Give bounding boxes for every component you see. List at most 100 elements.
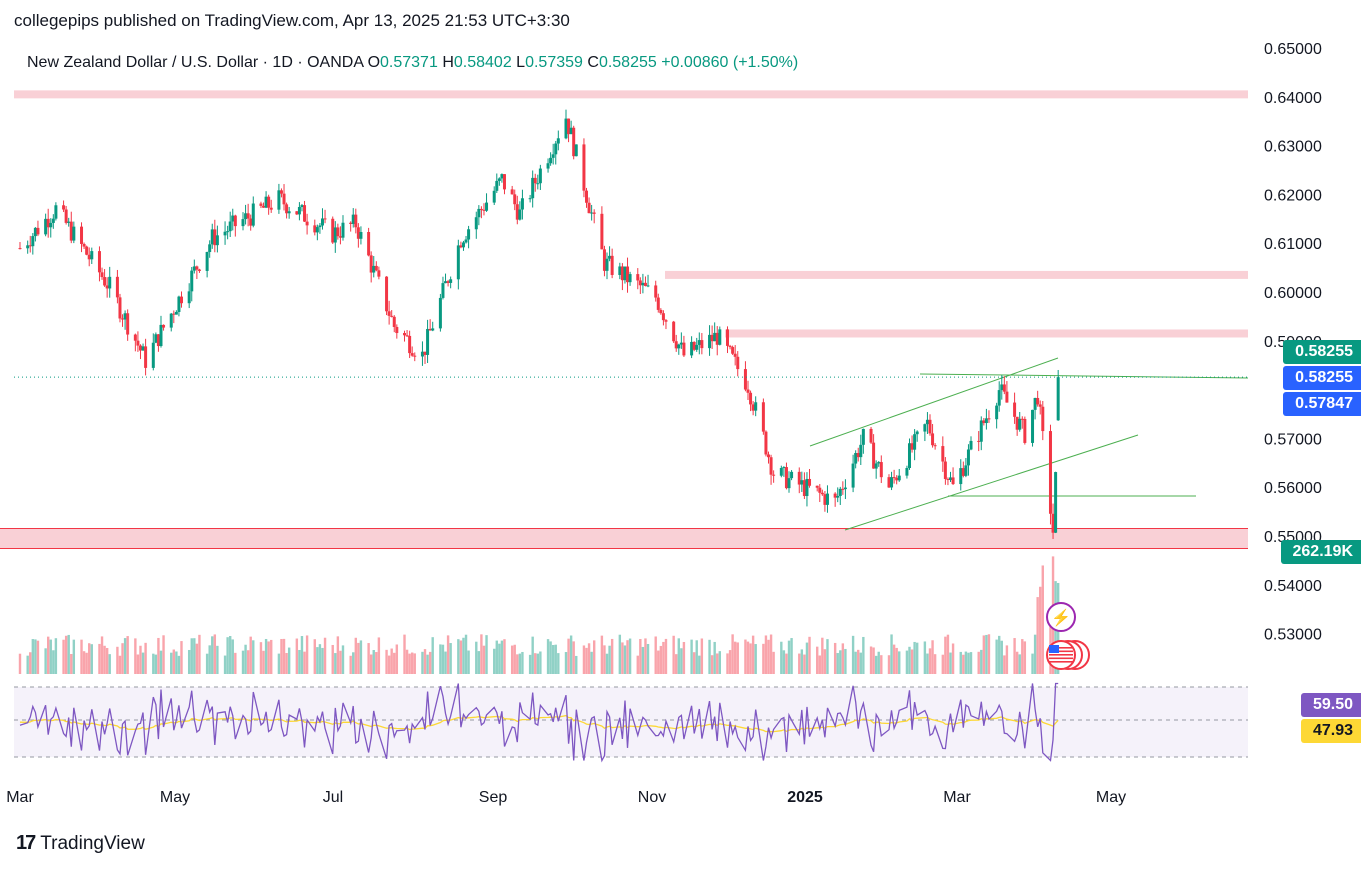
price-tick-label: 0.65000 xyxy=(1264,41,1322,58)
volume-bar xyxy=(462,637,465,674)
candle-body xyxy=(408,335,412,354)
candlesticks xyxy=(18,109,1060,539)
volume-bar xyxy=(857,649,860,674)
candle-body xyxy=(513,194,517,205)
candle-body xyxy=(692,341,696,350)
volume-bar xyxy=(395,644,399,674)
candle-body xyxy=(403,333,407,336)
volume-bar xyxy=(498,643,501,674)
candle-body xyxy=(823,494,827,505)
candle-body xyxy=(467,229,471,240)
candle-body xyxy=(549,157,553,164)
volume-bar xyxy=(431,637,434,674)
candle-body xyxy=(251,203,255,226)
candle-body xyxy=(497,178,501,181)
volume-bar xyxy=(18,653,22,674)
volume-bar xyxy=(208,645,211,674)
volume-bar xyxy=(949,652,952,674)
volume-bar xyxy=(944,636,947,674)
volume-bar xyxy=(585,647,588,674)
candle-body xyxy=(233,215,237,227)
time-tick-label: Mar xyxy=(6,789,34,806)
candle-body xyxy=(784,467,788,489)
volume-bar xyxy=(495,640,498,674)
candle-body xyxy=(715,332,719,345)
volume-bar xyxy=(790,638,793,674)
volume-bar xyxy=(1000,640,1003,674)
price-tick-label: 0.54000 xyxy=(1264,578,1322,595)
candle-body xyxy=(928,419,932,434)
volume-bar xyxy=(962,654,965,674)
candle-body xyxy=(474,217,478,230)
volume-bar xyxy=(510,645,514,674)
candle-body xyxy=(385,276,389,312)
candle-body xyxy=(118,297,122,319)
rsi-line xyxy=(19,682,1059,763)
volume-bar xyxy=(331,644,334,674)
candle-body xyxy=(105,285,109,289)
volume-bar xyxy=(762,643,765,674)
volume-bar xyxy=(44,648,47,674)
candle-body xyxy=(656,297,660,310)
volume-bar xyxy=(134,638,137,674)
candle-body xyxy=(618,266,622,275)
candle-body xyxy=(567,118,571,135)
volume-bar xyxy=(926,653,929,674)
candle-body xyxy=(300,205,304,207)
low-label: L xyxy=(516,54,526,71)
candle-body xyxy=(241,219,245,227)
volume-bar xyxy=(426,654,429,674)
candle-body xyxy=(426,328,430,355)
candle-body xyxy=(103,277,107,286)
last-price-badge: 0.58255 xyxy=(1283,340,1361,364)
change-value: +0.00860 (+1.50%) xyxy=(661,54,799,71)
candle-body xyxy=(18,248,22,250)
candle-body xyxy=(843,487,847,490)
candle-body xyxy=(1000,384,1004,391)
volume-bar xyxy=(551,645,555,674)
candle-body xyxy=(805,478,809,497)
candle-body xyxy=(210,229,214,245)
volume-bar xyxy=(403,634,406,674)
volume-bar xyxy=(80,639,83,674)
volume-bar xyxy=(246,650,250,674)
volume-bar xyxy=(959,651,962,674)
volume-bar xyxy=(341,645,345,674)
volume-bar xyxy=(890,634,893,674)
candle-body xyxy=(431,328,435,331)
volume-bar xyxy=(62,639,65,674)
volume-bar xyxy=(121,643,124,674)
volume-bar xyxy=(1005,645,1009,674)
candle-body xyxy=(333,227,337,243)
candle-body xyxy=(46,218,50,228)
volume-bar xyxy=(718,651,722,674)
candle-body xyxy=(413,355,417,357)
volume-bar xyxy=(887,655,891,674)
candle-body xyxy=(356,227,360,239)
volume-bar xyxy=(928,648,932,674)
candle-body xyxy=(533,177,537,184)
candle-body xyxy=(192,266,196,271)
candle-body xyxy=(997,390,1001,406)
volume-bar xyxy=(154,654,158,674)
tradingview-logo[interactable]: 17 TradingView xyxy=(16,832,145,855)
volume-bar xyxy=(698,655,701,674)
volume-bar xyxy=(710,655,714,674)
volume-bar xyxy=(295,638,299,674)
volume-bar xyxy=(267,641,270,674)
tradingview-brand: TradingView xyxy=(40,832,145,854)
symbol-legend[interactable]: New Zealand Dollar / U.S. Dollar · 1D · … xyxy=(27,54,798,72)
resistance-zones xyxy=(0,90,1248,549)
candle-body xyxy=(215,235,219,246)
volume-bar xyxy=(780,641,783,674)
lightning-event-icon xyxy=(1046,602,1076,632)
candle-body xyxy=(446,281,450,283)
volume-bar xyxy=(859,652,862,674)
candle-body xyxy=(1036,397,1040,405)
candle-body xyxy=(520,198,524,210)
volume-bar xyxy=(877,651,880,674)
rsi-band xyxy=(14,687,1248,757)
volume-bar xyxy=(587,643,591,674)
volume-bar xyxy=(423,649,427,674)
